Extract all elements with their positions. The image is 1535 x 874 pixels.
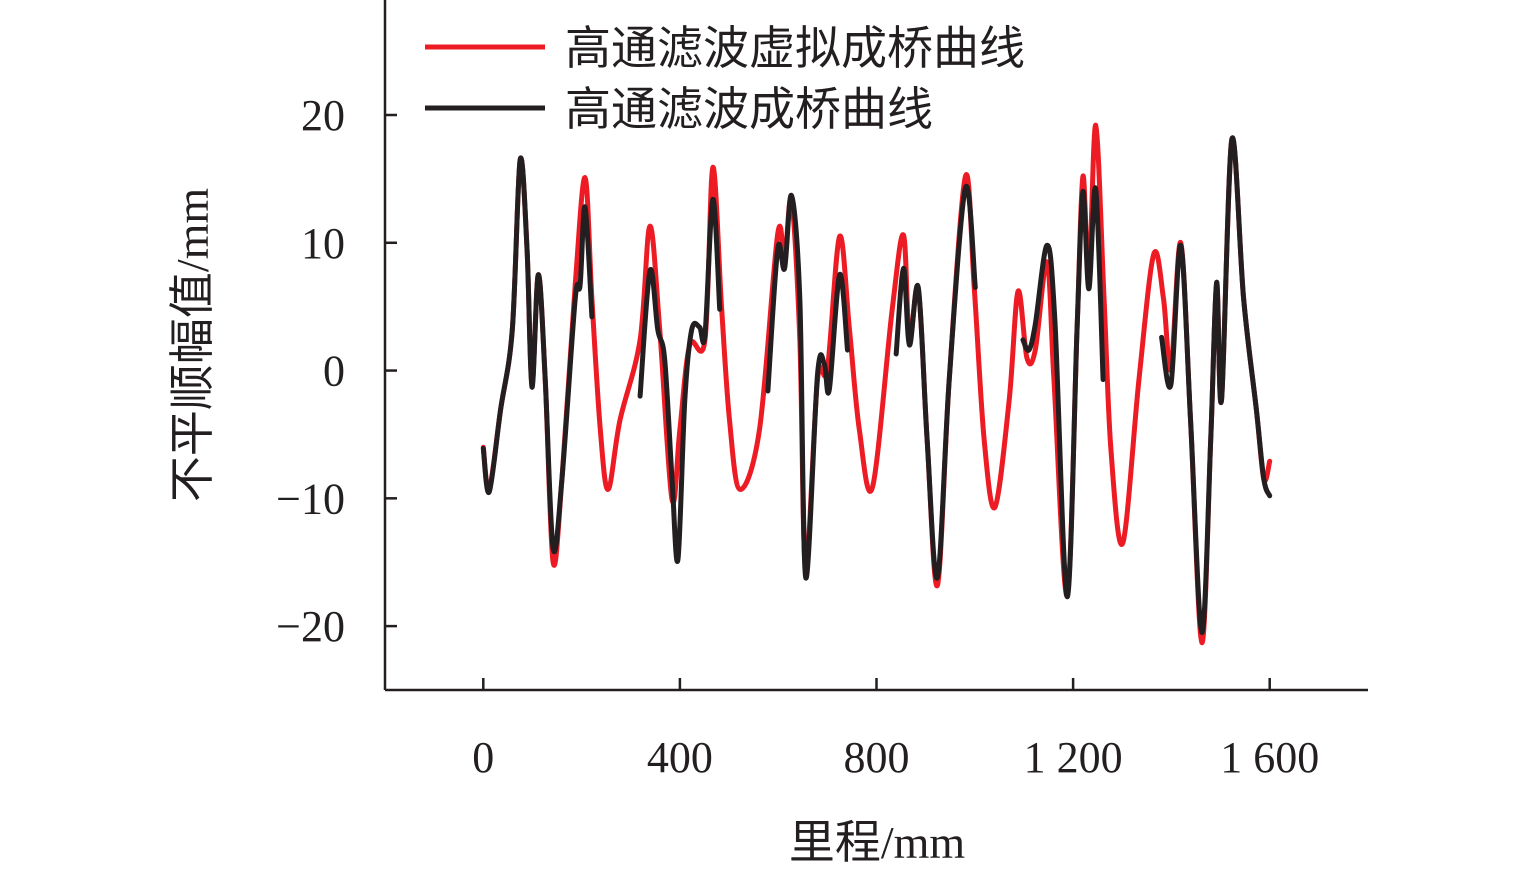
x-tick-label: 800: [844, 733, 910, 782]
series-line-virtual: [480, 122, 1273, 646]
y-tick-label: −20: [276, 602, 345, 651]
y-tick-label: 10: [301, 219, 345, 268]
axes: 0 400 800 1 200 1 600 20 10 0 −10 −20: [276, 0, 1368, 782]
y-tick-label: −10: [276, 474, 345, 523]
legend: 高通滤波虚拟成桥曲线 高通滤波成桥曲线: [425, 23, 1025, 135]
series-line-actual: [765, 192, 851, 581]
y-axis-title: 不平顺幅值/mm: [167, 188, 218, 503]
y-tick-label: 0: [323, 347, 345, 396]
legend-label-actual: 高通滤波成桥曲线: [565, 84, 933, 135]
x-tick-label: 1 600: [1220, 733, 1319, 782]
x-tick-label: 1 200: [1024, 733, 1123, 782]
series-line-actual: [480, 155, 595, 555]
plot-area: [480, 122, 1273, 646]
series-line-actual: [1159, 135, 1273, 636]
x-axis-title: 里程/mm: [789, 817, 966, 868]
series-line-actual: [637, 196, 723, 565]
y-tick-label: 20: [301, 91, 345, 140]
x-tick-label: 0: [472, 733, 494, 782]
x-tick-label: 400: [647, 733, 713, 782]
legend-label-virtual: 高通滤波虚拟成桥曲线: [565, 23, 1025, 74]
series-line-actual: [893, 183, 978, 581]
series-line-actual: [1020, 185, 1106, 600]
